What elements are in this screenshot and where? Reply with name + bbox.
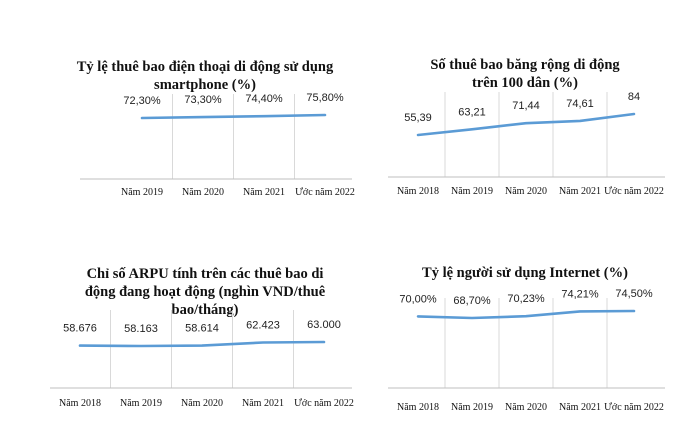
chart-title-line: trên 100 dân (%): [472, 75, 578, 91]
series-line: [416, 309, 636, 320]
data-label: 58.676: [63, 323, 97, 335]
chart-title-line: Chỉ số ARPU tính trên các thuê bao di: [86, 266, 324, 282]
x-tick-label: Năm 2021: [559, 186, 601, 197]
x-tick-label: Năm 2019: [121, 187, 163, 198]
data-label: 71,44: [512, 100, 540, 112]
chart-title-line: smartphone (%): [154, 77, 256, 93]
series-line: [140, 113, 327, 120]
x-tick-label: Năm 2021: [243, 187, 285, 198]
chart-title-line: bao/tháng): [171, 302, 239, 318]
data-label: 84: [628, 91, 640, 103]
x-tick-label: Năm 2020: [181, 398, 223, 409]
series-line: [416, 112, 636, 137]
data-label: 74,40%: [245, 93, 283, 105]
data-label: 70,00%: [399, 293, 437, 305]
chart-title: Tỷ lệ thuê bao điện thoại di động sử dụn…: [45, 58, 365, 94]
x-tick-label: Năm 2021: [559, 402, 601, 413]
data-label: 72,30%: [123, 95, 161, 107]
x-tick-label: Ước năm 2022: [604, 402, 664, 413]
chart-title: Số thuê bao băng rộng di động trên 100 d…: [380, 56, 670, 92]
chart-title-line: Số thuê bao băng rộng di động: [430, 57, 620, 73]
x-tick-label: Năm 2021: [242, 398, 284, 409]
x-tick-label: Năm 2018: [397, 186, 439, 197]
x-tick-label: Năm 2019: [451, 186, 493, 197]
data-label: 73,30%: [184, 94, 222, 106]
data-label: 74,50%: [615, 288, 653, 300]
data-label: 75,80%: [306, 92, 344, 104]
data-label: 55,39: [404, 112, 432, 124]
data-label: 70,23%: [507, 293, 545, 305]
x-tick-label: Năm 2019: [120, 398, 162, 409]
series-line: [78, 340, 326, 348]
data-label: 74,21%: [561, 288, 599, 300]
x-tick-label: Năm 2019: [451, 402, 493, 413]
x-tick-label: Ước năm 2022: [295, 187, 355, 198]
chart-title: Tỷ lệ người sử dụng Internet (%): [380, 264, 670, 282]
data-label: 63.000: [307, 319, 341, 331]
x-tick-label: Năm 2020: [505, 402, 547, 413]
x-tick-label: Năm 2020: [505, 186, 547, 197]
data-label: 74,61: [566, 98, 594, 110]
x-tick-label: Năm 2020: [182, 187, 224, 198]
data-label: 58.614: [185, 323, 219, 335]
data-label: 63,21: [458, 106, 486, 118]
x-tick-label: Ước năm 2022: [604, 186, 664, 197]
chart-title-line: Tỷ lệ thuê bao điện thoại di động sử dụn…: [76, 59, 334, 75]
chart-title-line: động đang hoạt động (nghìn VND/thuê: [84, 284, 326, 300]
data-label: 58.163: [124, 323, 158, 335]
chart-title: Chỉ số ARPU tính trên các thuê bao di độ…: [50, 265, 360, 319]
x-tick-label: Năm 2018: [59, 398, 101, 409]
x-tick-label: Ước năm 2022: [294, 398, 354, 409]
chart-title-line: Tỷ lệ người sử dụng Internet (%): [422, 265, 628, 281]
x-tick-label: Năm 2018: [397, 402, 439, 413]
data-label: 68,70%: [453, 295, 491, 307]
data-label: 62.423: [246, 320, 280, 332]
